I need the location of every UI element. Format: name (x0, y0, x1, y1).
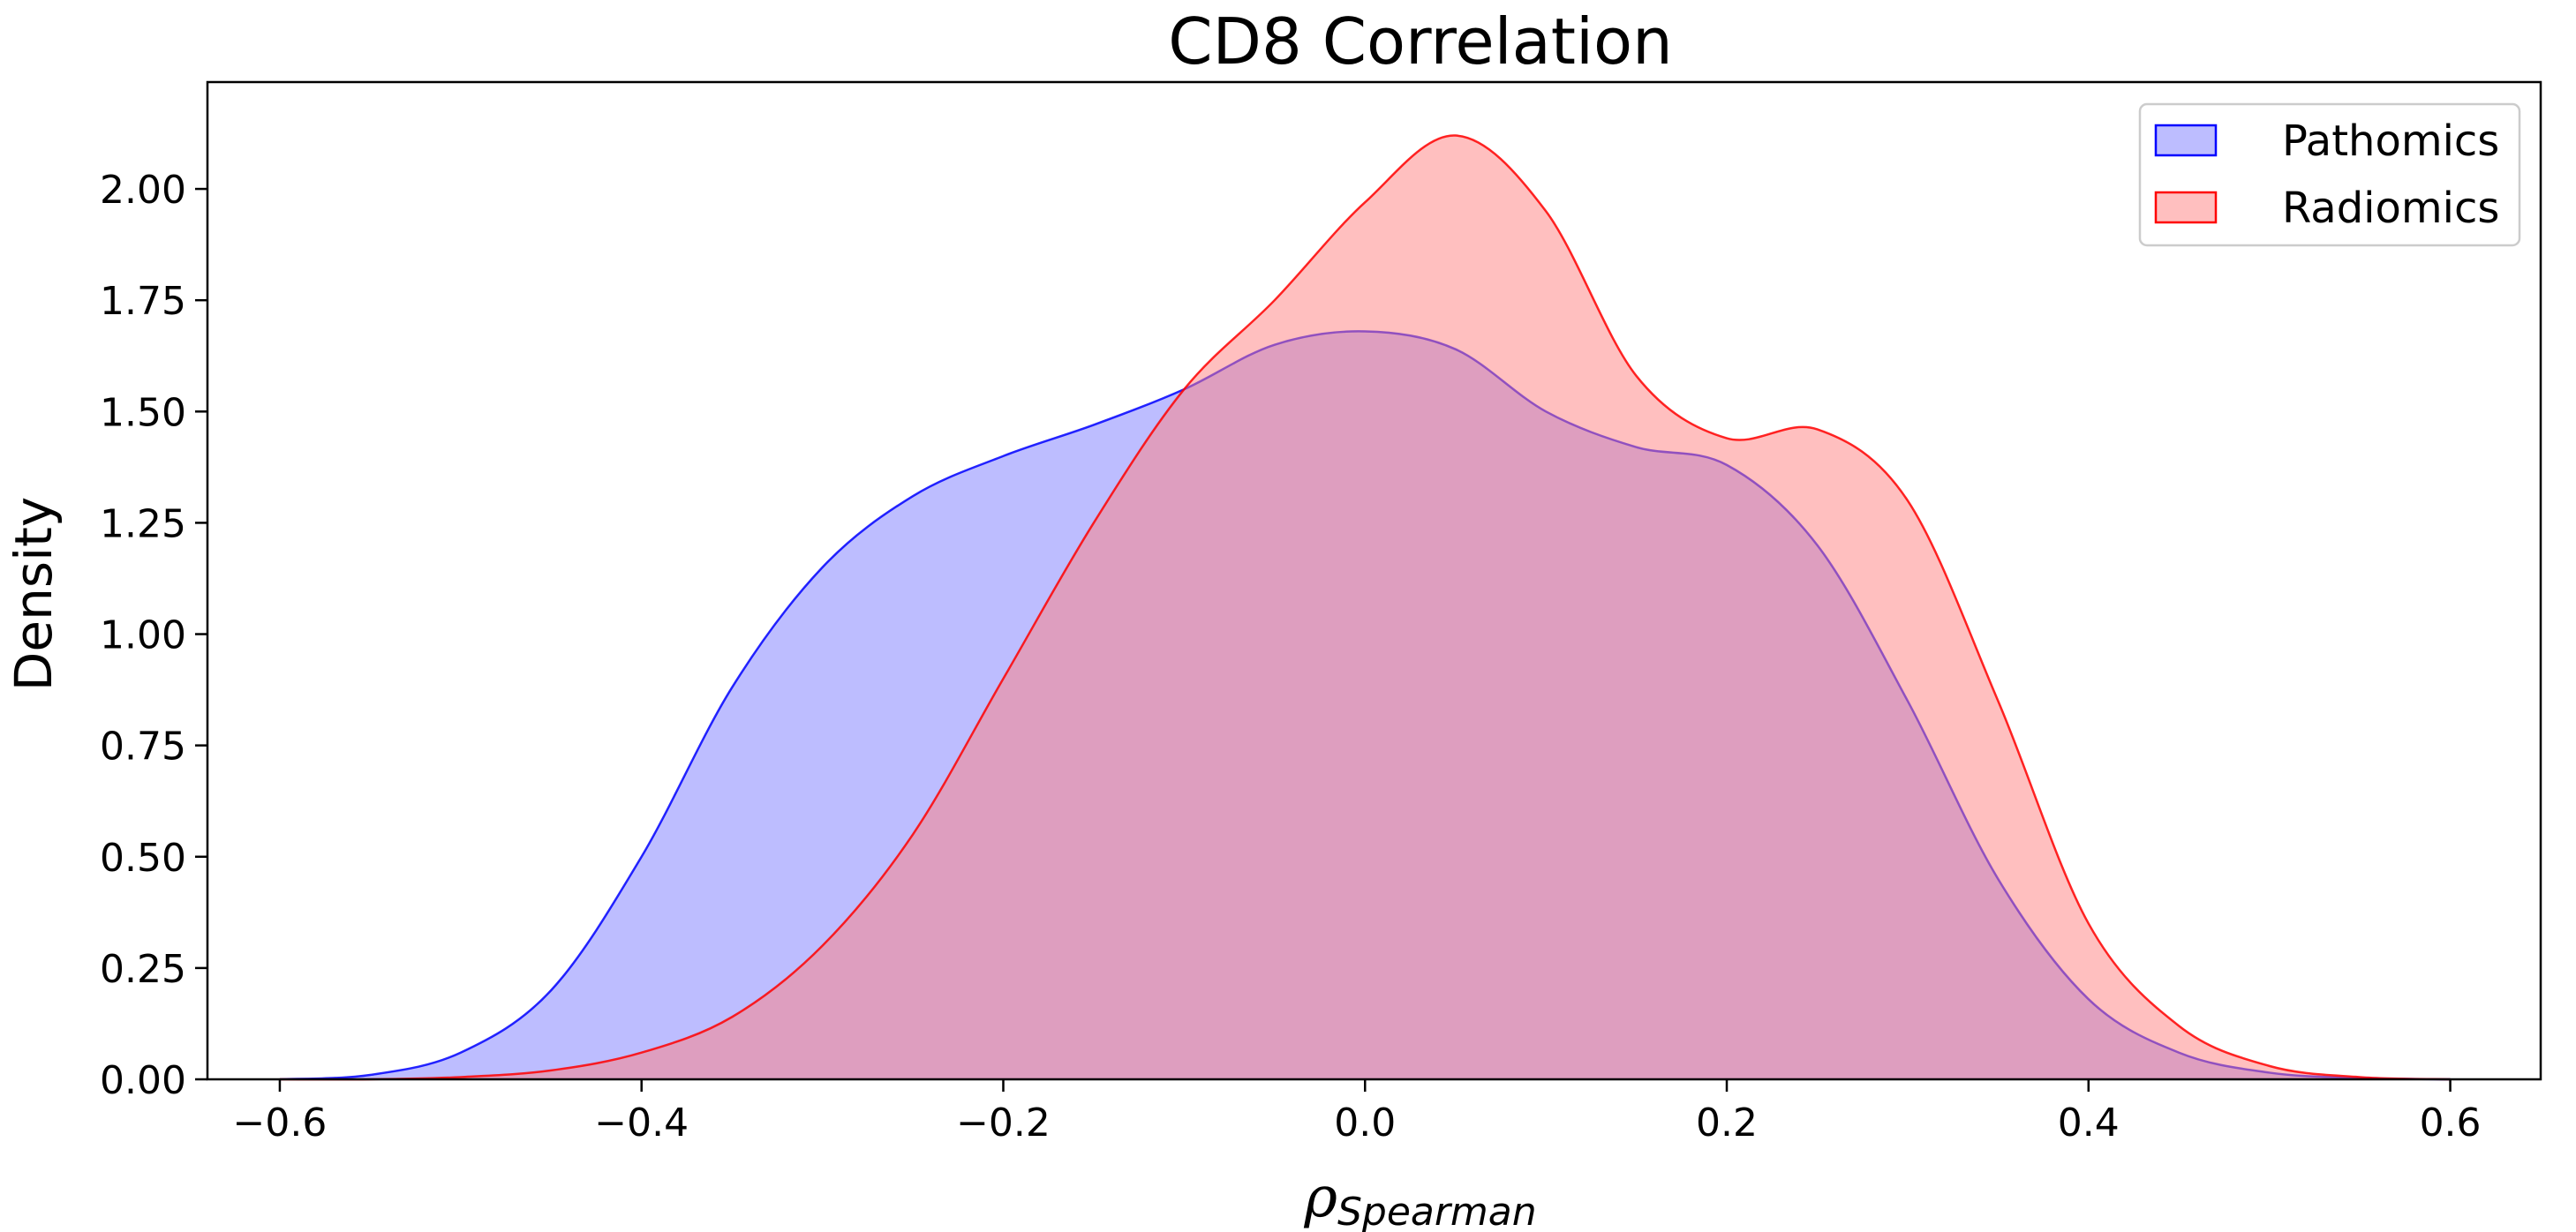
y-axis: 0.00 0.25 0.50 0.75 1.00 1.25 1.50 1.75 2.00 (100, 168, 207, 1103)
chart-title: CD8 Correlation (1168, 4, 1672, 79)
y-tick-label: 0.25 (100, 947, 186, 992)
y-tick-label: 1.00 (100, 613, 186, 658)
y-tick-label: 1.25 (100, 501, 186, 546)
x-tick-label: 0.2 (1696, 1101, 1758, 1146)
density-area-radiomics (279, 135, 2451, 1080)
legend-swatch-radiomics (2154, 191, 2218, 224)
legend-swatch-pathomics (2154, 124, 2218, 157)
density-line-radiomics (279, 134, 2451, 1081)
x-tick-label: 0.0 (1334, 1101, 1396, 1146)
x-axis-label-main: ρ (1303, 1165, 1337, 1230)
y-axis-label: Density (4, 497, 64, 692)
y-tick-label: 0.75 (100, 725, 186, 770)
x-tick-label: −0.6 (233, 1101, 328, 1146)
y-tick-label: 0.50 (100, 836, 186, 881)
y-tick-label: 1.75 (100, 279, 186, 324)
legend: Pathomics Radiomics (2138, 102, 2521, 247)
y-tick-label: 2.00 (100, 168, 186, 213)
x-tick-label: 0.6 (2420, 1101, 2482, 1146)
y-tick-label: 0.00 (100, 1058, 186, 1103)
x-tick-label: 0.4 (2058, 1101, 2120, 1146)
x-tick-label: −0.2 (956, 1101, 1051, 1146)
series-layer (279, 134, 2451, 1081)
legend-box (2138, 102, 2521, 247)
x-axis-label-subscript: Spearman (1337, 1190, 1537, 1232)
x-axis-label: ρSpearman (1303, 1165, 1536, 1232)
plot-frame (206, 80, 2542, 1081)
x-axis: −0.6 −0.4 −0.2 0.0 0.2 0.4 0.6 (233, 1079, 2482, 1146)
legend-label-radiomics: Radiomics (2282, 184, 2499, 233)
legend-label-pathomics: Pathomics (2282, 116, 2499, 166)
x-tick-label: −0.4 (594, 1101, 689, 1146)
y-tick-label: 1.50 (100, 390, 186, 435)
